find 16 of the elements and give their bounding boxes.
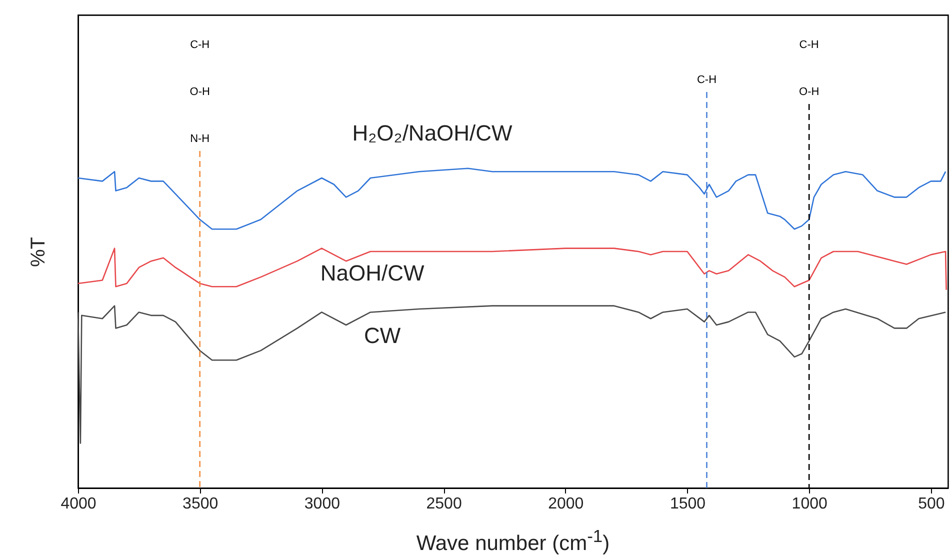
x-tick-label: 1000 xyxy=(792,496,828,512)
series-label: H₂O₂/NaOH/CW xyxy=(352,120,513,146)
ref-line-label: C-H xyxy=(696,74,717,86)
text: C-H O-H xyxy=(799,39,820,98)
series-label: CW xyxy=(364,322,401,348)
x-tick-label: 3000 xyxy=(304,496,340,512)
x-tick-label: 3500 xyxy=(182,496,218,512)
x-tick-label: 1500 xyxy=(670,496,706,512)
x-tick-label: 500 xyxy=(918,496,945,512)
x-tick-label: 2000 xyxy=(548,496,584,512)
series-label: NaOH/CW xyxy=(320,260,424,286)
y-axis-title: %T xyxy=(28,237,50,267)
x-tick-label: 4000 xyxy=(60,496,96,512)
x-tick-label: 2500 xyxy=(426,496,462,512)
text: C-H O-H N-H xyxy=(190,39,210,145)
x-axis-title: Wave number (cm$^{-1}$) xyxy=(415,526,611,556)
